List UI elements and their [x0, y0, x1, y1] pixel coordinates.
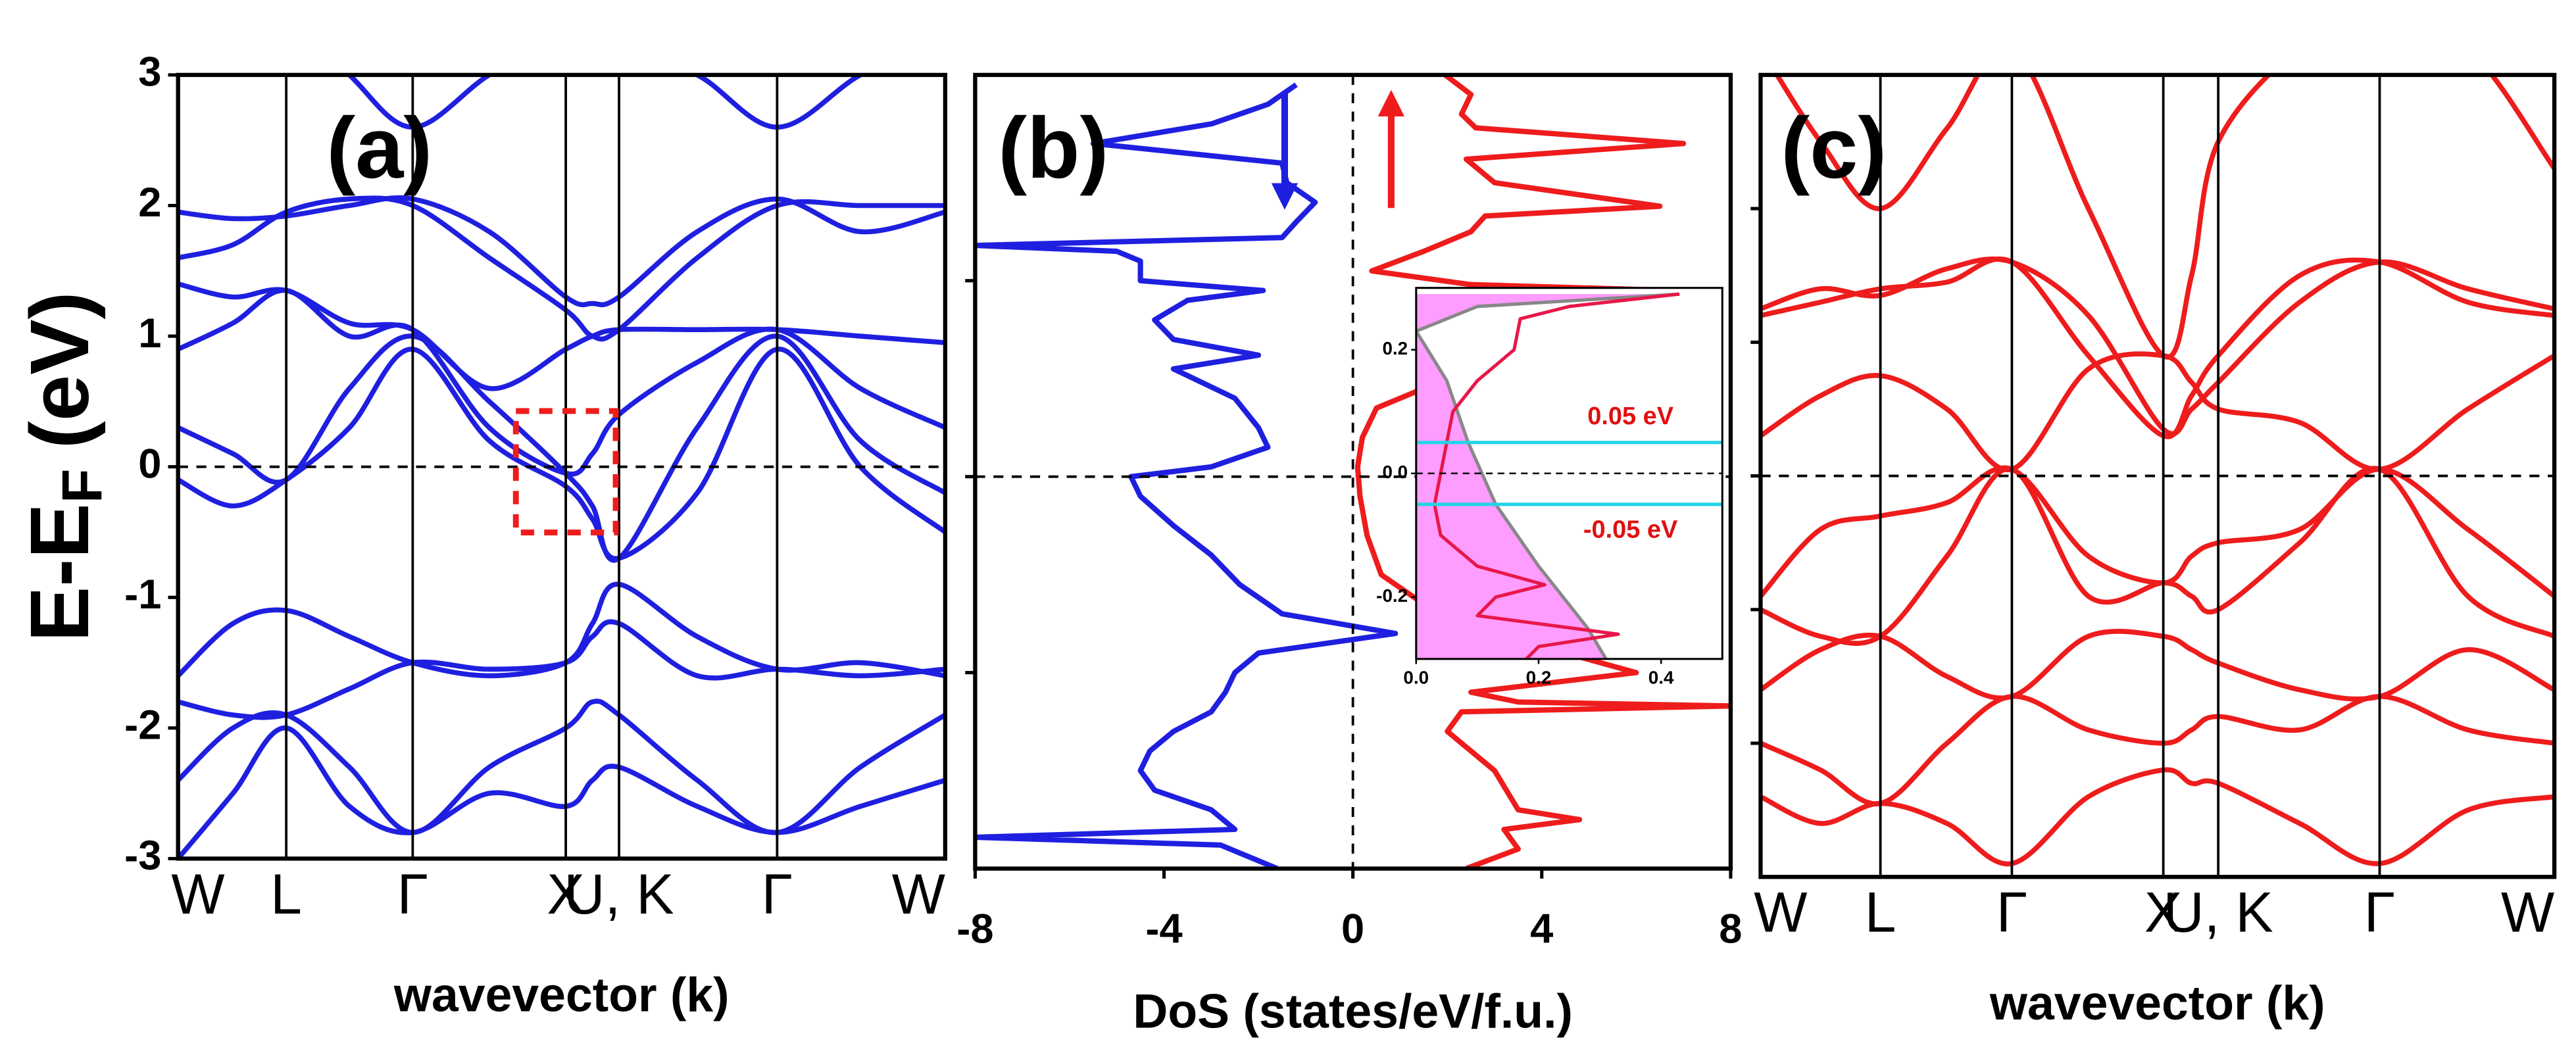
- x-tick-label: 4: [1530, 906, 1553, 952]
- plot-frame: [1415, 287, 1723, 660]
- y-axis-label-sub: F: [51, 469, 114, 504]
- y-tick-label: -2: [124, 702, 161, 748]
- k-point-label: U, K: [564, 863, 674, 926]
- panel-label: (c): [1781, 99, 1887, 196]
- y-tick-label: 0.0: [1382, 462, 1408, 482]
- k-point-label: Γ: [2364, 881, 2395, 945]
- y-axis-label: E-EF (eV): [14, 291, 114, 642]
- x-tick-label: 0.0: [1403, 668, 1429, 688]
- k-point-label: W: [892, 863, 945, 926]
- y-tick-label: 3: [138, 49, 161, 95]
- y-axis-label-main: E-E: [14, 503, 107, 642]
- x-axis-label: wavevector (k): [1989, 976, 2325, 1030]
- band-line: [345, 74, 866, 130]
- y-tick-label: 0: [138, 441, 161, 487]
- y-tick-label: -1: [124, 572, 161, 618]
- x-tick-label: -4: [1145, 906, 1182, 952]
- band-line: [178, 281, 945, 391]
- dos-line: [1354, 74, 1731, 869]
- band-line: [178, 619, 945, 720]
- panel-label: (b): [998, 99, 1108, 196]
- k-point-label: X: [2144, 881, 2182, 945]
- plot-frame: [1758, 72, 2557, 879]
- plot-area: [975, 74, 1731, 869]
- k-point-label: L: [1865, 881, 1896, 945]
- band-line: [178, 699, 945, 835]
- plot-frame: [973, 72, 1733, 871]
- band-line: [178, 333, 945, 563]
- x-axis-label: DoS (states/eV/f.u.): [1133, 985, 1573, 1039]
- x-tick-label: -8: [956, 906, 993, 952]
- x-tick-label: 0: [1341, 906, 1364, 952]
- panel-label: (a): [326, 99, 432, 196]
- k-point-label: X: [547, 863, 584, 926]
- k-point-label: W: [171, 863, 224, 926]
- y-tick-label: 2: [138, 180, 161, 226]
- x-axis-label: wavevector (k): [393, 968, 730, 1021]
- plot-frame: [176, 72, 948, 861]
- k-point-label: Γ: [397, 863, 428, 926]
- k-point-label: U, K: [2163, 881, 2273, 945]
- k-point-label: W: [2501, 881, 2554, 945]
- panel: W L Γ XU, K Γ W(c)wavevector (k): [1750, 72, 2557, 1030]
- y-tick-label: -0.2: [1376, 585, 1408, 606]
- dos-line: [975, 82, 1399, 869]
- band-line: [178, 195, 945, 308]
- annotation: 0.05 eV: [1587, 403, 1673, 430]
- y-tick-label: 1: [138, 310, 161, 356]
- x-tick-label: 0.4: [1648, 668, 1674, 688]
- band-line: [178, 287, 945, 477]
- x-tick-label: 8: [1719, 906, 1742, 952]
- highlight-box: [512, 408, 619, 536]
- band-line: [1760, 466, 2555, 646]
- x-tick-label: 0.2: [1526, 668, 1552, 688]
- k-point-label: Γ: [762, 863, 793, 926]
- k-point-label: Γ: [1996, 881, 2027, 945]
- y-axis-label-unit: (eV): [14, 291, 107, 449]
- band-line: [1773, 74, 2555, 360]
- y-tick-label: -3: [124, 833, 161, 879]
- k-point-label: W: [1754, 881, 1807, 945]
- annotation: -0.05 eV: [1583, 516, 1678, 543]
- panel: 0.05 eV -0.05 eV 0.0 0.2 0.4 -0.2 0.0 0.2: [1376, 287, 1723, 688]
- plot-area: [178, 74, 945, 859]
- k-point-label: L: [270, 863, 302, 926]
- y-tick-label: 0.2: [1382, 338, 1408, 358]
- decorations: [512, 89, 1405, 536]
- band-line: [178, 347, 945, 561]
